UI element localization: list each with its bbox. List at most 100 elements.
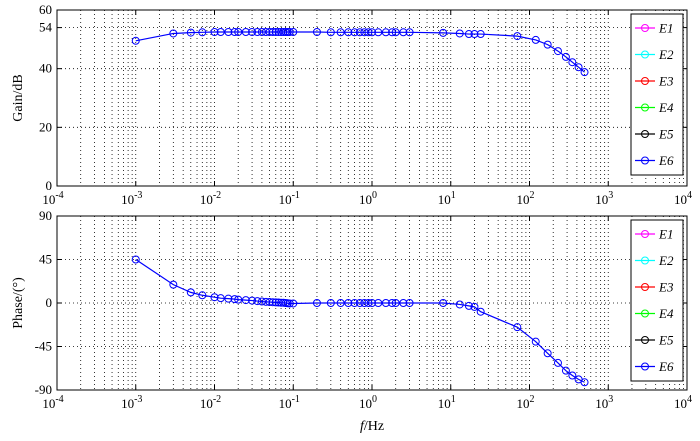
data-point xyxy=(464,301,473,310)
data-point xyxy=(271,298,280,307)
data-point xyxy=(553,358,562,367)
data-point xyxy=(224,294,233,303)
legend-label: E1 xyxy=(658,227,673,242)
data-point xyxy=(336,28,345,37)
data-point xyxy=(374,28,383,37)
data-point xyxy=(198,28,207,37)
x-tick-exponent: 3 xyxy=(608,394,613,405)
x-tick-label: 104 xyxy=(674,190,692,207)
data-point xyxy=(224,28,233,36)
data-point xyxy=(248,296,257,305)
x-axis-label-var: f xyxy=(360,419,366,434)
data-point xyxy=(216,28,225,36)
x-tick-label: 102 xyxy=(517,394,535,411)
legend-label: E1 xyxy=(658,21,673,36)
legend-swatch-marker xyxy=(641,156,649,165)
y-tick-label: 60 xyxy=(39,2,52,17)
data-point xyxy=(131,255,140,264)
legend-box xyxy=(630,13,684,176)
data-point xyxy=(265,28,274,36)
data-point xyxy=(368,28,376,37)
x-tick-label: 102 xyxy=(517,190,535,207)
data-point xyxy=(253,297,262,306)
data-point xyxy=(350,299,359,307)
legend-label: E3 xyxy=(658,74,674,89)
y-tick-label: 20 xyxy=(39,119,52,134)
data-point xyxy=(561,366,570,375)
x-tick-label: 100 xyxy=(359,190,377,207)
data-point xyxy=(543,349,552,358)
legend-swatch-marker xyxy=(641,103,649,112)
x-axis-label-unit: /Hz xyxy=(364,419,384,434)
legend-swatch-marker xyxy=(641,283,649,291)
data-point xyxy=(388,299,397,307)
data-point xyxy=(470,302,479,311)
legend-label: E3 xyxy=(658,280,674,295)
x-axis-label: f/Hz xyxy=(360,419,384,434)
data-point xyxy=(279,28,288,36)
x-tick-exponent: 4 xyxy=(687,394,692,405)
data-point xyxy=(391,299,400,307)
x-tick-label: 103 xyxy=(595,394,613,411)
x-tick-label: 101 xyxy=(438,394,456,411)
data-point xyxy=(312,28,321,36)
data-point xyxy=(326,28,335,37)
x-tick-exponent: -3 xyxy=(134,190,142,201)
x-tick-exponent: 2 xyxy=(530,394,535,405)
phase-panel: 1 0 -4 10-3 10-2 10-1 100 101 102 103 104 -90 -45 0 45… xyxy=(11,208,692,434)
legend-label: E4 xyxy=(658,306,674,321)
y-tick-label: 0 xyxy=(46,295,53,310)
data-point xyxy=(344,299,353,307)
legend-swatch-marker xyxy=(641,230,649,238)
y-axis-label: Phase/(°) xyxy=(11,277,26,329)
data-point xyxy=(253,28,262,36)
legend-swatch-marker xyxy=(641,50,649,59)
data-point xyxy=(476,307,485,316)
data-point xyxy=(580,378,589,387)
data-point xyxy=(169,29,178,38)
x-tick-label: 104 xyxy=(674,394,692,411)
x-tick-exponent: 1 xyxy=(451,190,456,201)
data-point xyxy=(405,28,414,37)
data-point xyxy=(360,299,369,307)
data-point xyxy=(574,63,583,72)
x-tick-exponent: 4 xyxy=(687,190,692,201)
x-tick-label: 10-2 xyxy=(200,394,221,411)
data-point xyxy=(169,280,178,289)
x-tick-exponent: -4 xyxy=(55,394,63,405)
data-point xyxy=(439,28,448,37)
data-point xyxy=(399,299,408,307)
x-tick-exponent: -1 xyxy=(292,190,300,201)
data-point xyxy=(198,291,207,300)
x-tick-exponent: -3 xyxy=(134,394,142,405)
legend-box xyxy=(630,219,684,382)
data-point xyxy=(381,28,390,37)
data-point xyxy=(210,293,219,302)
data-point xyxy=(336,299,345,307)
data-point xyxy=(513,323,522,332)
data-point xyxy=(241,296,250,305)
data-point xyxy=(265,298,274,307)
y-tick-label: 90 xyxy=(39,208,52,223)
data-point xyxy=(543,40,552,49)
y-tick-label: 40 xyxy=(39,61,52,76)
data-point xyxy=(513,32,522,41)
data-point xyxy=(283,28,292,36)
data-point xyxy=(230,28,239,36)
data-point xyxy=(210,28,219,36)
x-tick-exponent: -2 xyxy=(213,394,221,405)
legend-label: E6 xyxy=(658,359,674,374)
legend-label: E2 xyxy=(658,253,674,268)
data-point xyxy=(271,28,280,36)
data-point xyxy=(281,28,290,36)
legend-label: E5 xyxy=(658,127,674,142)
data-point xyxy=(470,30,479,39)
data-point xyxy=(455,29,464,38)
data-point xyxy=(439,299,448,307)
legend-swatch-marker xyxy=(641,336,649,344)
data-point xyxy=(355,299,364,307)
y-tick-label: 0 xyxy=(46,178,53,193)
data-point xyxy=(285,299,294,308)
data-point xyxy=(230,295,239,304)
data-point xyxy=(257,297,266,306)
